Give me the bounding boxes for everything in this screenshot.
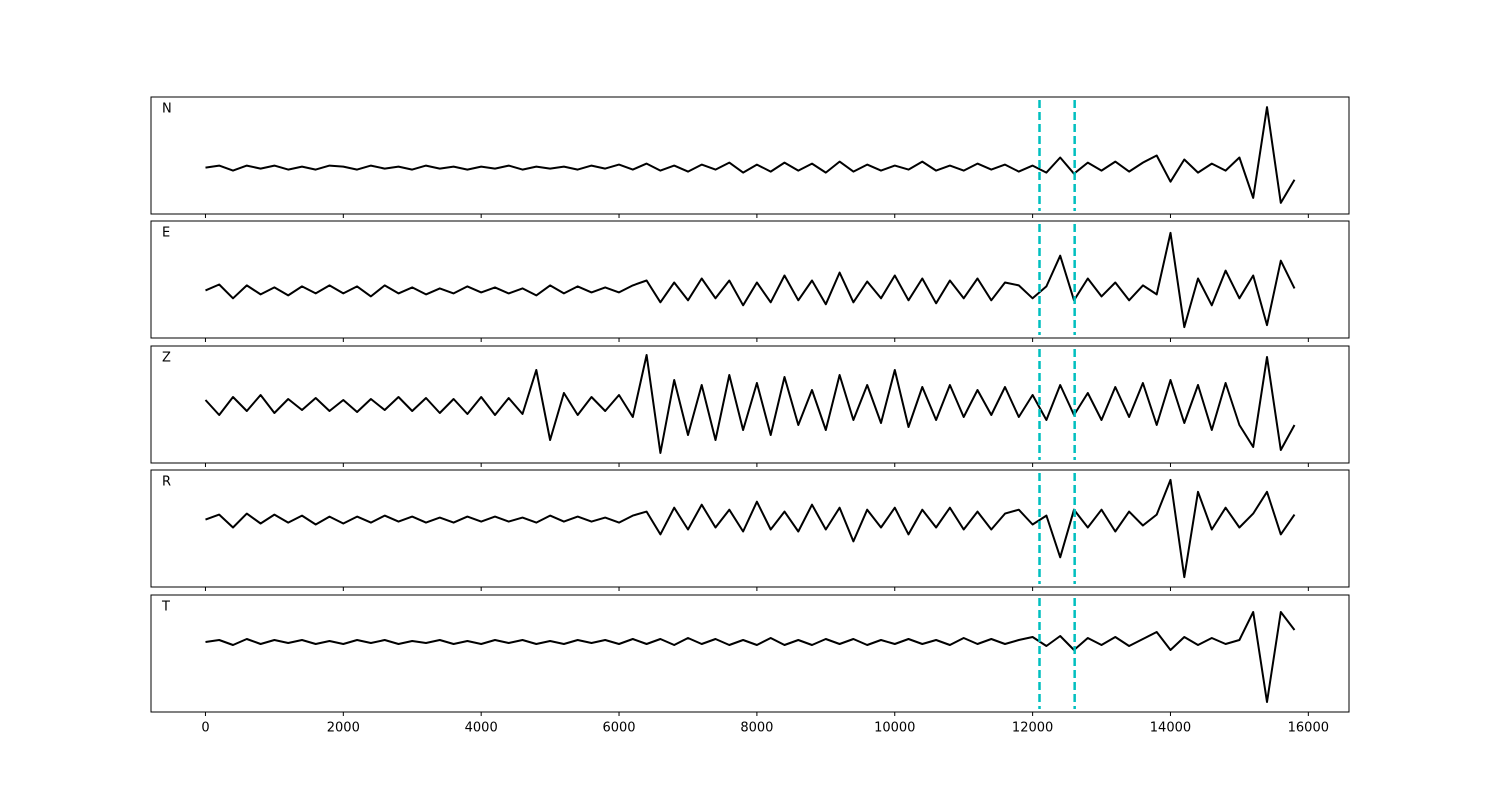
trace (204, 354, 1296, 454)
panel-label: N (162, 102, 172, 117)
x-tick-label: 8000 (740, 721, 773, 736)
x-tick-label: 4000 (465, 721, 498, 736)
x-tick-label: 0 (201, 721, 209, 736)
panel-label: E (162, 226, 170, 241)
trace (205, 478, 1296, 579)
panel-frame (150, 96, 1350, 215)
panel-frame (150, 220, 1350, 339)
trace (205, 106, 1296, 204)
x-tick-label: 10000 (874, 721, 915, 736)
trace (205, 611, 1296, 703)
x-tick-label: 2000 (327, 721, 360, 736)
x-tick-label: 12000 (1012, 721, 1053, 736)
trace (205, 231, 1296, 329)
x-tick-label: 6000 (602, 721, 635, 736)
x-tick-label: 16000 (1288, 721, 1329, 736)
panel-frame (150, 345, 1350, 464)
x-tick-label: 14000 (1150, 721, 1191, 736)
panel-frame (150, 594, 1350, 713)
panel-label: R (162, 475, 171, 490)
panel-label: T (161, 600, 170, 615)
panel-frame (150, 469, 1350, 588)
panel-label: Z (162, 351, 171, 366)
